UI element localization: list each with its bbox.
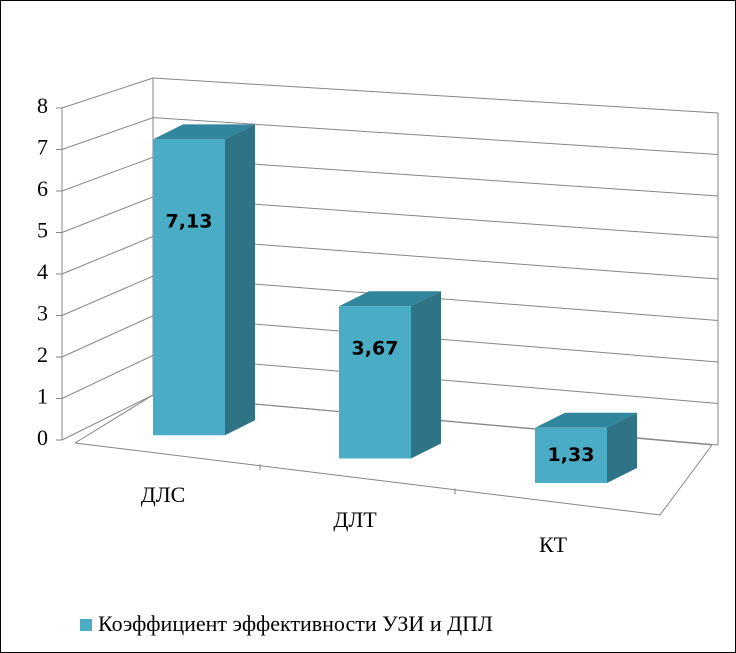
y-tick-label: 6 (37, 176, 48, 201)
y-tick-label: 0 (37, 425, 48, 450)
value-label: 1,33 (548, 444, 595, 466)
legend-label: Коэффициент эффективности УЗИ и ДПЛ (98, 611, 493, 636)
y-tick-label: 4 (37, 259, 48, 284)
bar-side (225, 124, 255, 436)
bar (339, 306, 411, 459)
y-tick-label: 7 (37, 135, 48, 160)
x-tick-label: КТ (539, 532, 568, 557)
bar-top (535, 412, 637, 428)
x-tick-label: ДЛС (141, 482, 186, 507)
grid-line (61, 77, 719, 114)
bar-top (153, 124, 255, 140)
bar-top (339, 291, 441, 307)
y-tick-label: 5 (37, 218, 48, 243)
y-tick-label: 8 (37, 93, 48, 118)
grid-line (61, 117, 719, 155)
y-tick-label: 2 (37, 342, 48, 367)
bar (153, 139, 225, 436)
y-tick-label: 1 (37, 384, 48, 409)
x-tick-label: ДЛТ (333, 507, 377, 532)
legend-swatch (80, 619, 92, 631)
y-tick-label: 3 (37, 301, 48, 326)
value-label: 7,13 (166, 211, 213, 233)
bar (535, 427, 607, 483)
bar-side (607, 412, 637, 483)
bar-side (411, 291, 441, 459)
value-label: 3,67 (352, 337, 399, 359)
